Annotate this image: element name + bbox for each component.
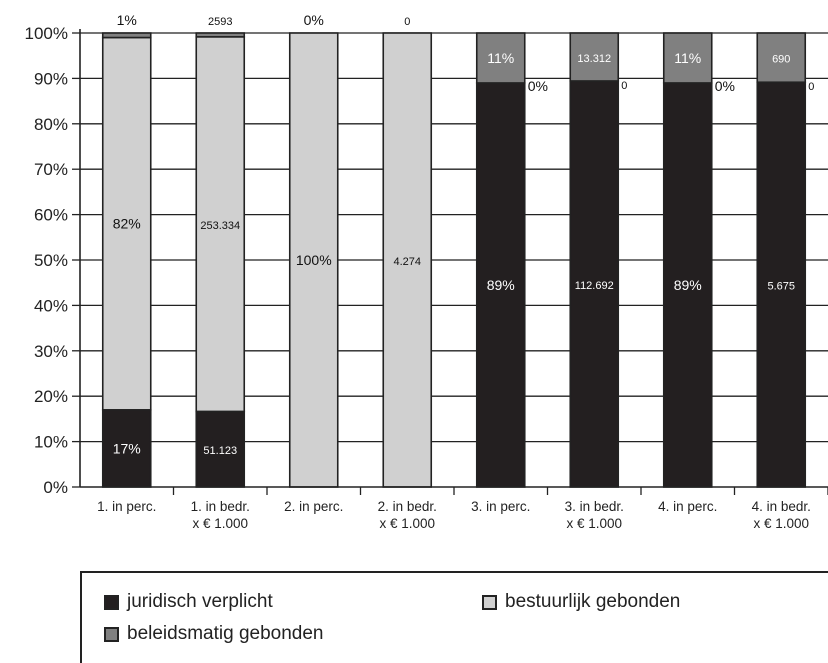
axes: [79, 29, 828, 495]
x-tick-label: 4. in perc.: [658, 499, 717, 514]
bar-segment: [756, 32, 807, 84]
legend-label-beleidsmatig: beleidsmatig gebonden: [127, 623, 324, 644]
bar-label: 690: [772, 54, 790, 66]
bar-label: 0%: [304, 12, 324, 28]
y-tick-label: 50%: [34, 251, 68, 270]
bar-segment: [756, 81, 807, 488]
x-axis-labels: 1. in perc. 1. in bedr. x € 1.000 2. in per…: [97, 499, 811, 531]
bar-segment: [195, 32, 246, 38]
y-tick-label: 0%: [43, 478, 68, 497]
y-tick-label: 20%: [34, 387, 68, 406]
legend-item-juridisch: juridisch verplicht: [104, 591, 273, 613]
legend: juridisch verplicht bestuurlijk gebonden…: [80, 571, 828, 663]
legend-label-bestuurlijk: bestuurlijk gebonden: [505, 591, 681, 612]
x-tick-label: 3. in bedr.: [565, 499, 624, 514]
legend-item-bestuurlijk: bestuurlijk gebonden: [482, 591, 680, 613]
y-tick-label: 60%: [34, 206, 68, 225]
y-tick-label: 10%: [34, 433, 68, 452]
x-tick-label: 2. in bedr.: [378, 499, 437, 514]
bar-label: 17%: [113, 440, 141, 456]
x-tick-label: x € 1.000: [566, 516, 622, 531]
stacked-bar-chart: 0% 10% 20% 30% 40% 50% 60% 70% 80% 90% 100% 1. in …: [25, 12, 828, 531]
bar-label: 13.312: [577, 53, 611, 65]
bar-label: 0%: [715, 78, 735, 94]
bar-label: 5.675: [767, 281, 795, 293]
bar-label: 89%: [487, 277, 515, 293]
legend-swatch-beleidsmatig: [104, 626, 119, 642]
gridlines: [80, 32, 828, 443]
x-tick-label: x € 1.000: [753, 516, 809, 531]
bar-label: 2593: [208, 16, 232, 28]
bar-label: 82%: [113, 216, 141, 232]
x-tick-label: 3. in perc.: [471, 499, 530, 514]
bar-segment: [662, 82, 713, 488]
y-tick-label: 70%: [34, 160, 68, 179]
bar-label: 11%: [674, 50, 701, 66]
x-tick-label: 1. in perc.: [97, 499, 156, 514]
y-tick-label: 90%: [34, 69, 68, 88]
bar-label: 0: [404, 16, 410, 28]
x-tick-label: 1. in bedr.: [191, 499, 250, 514]
bars: [101, 32, 807, 488]
bar-segment: [662, 32, 713, 84]
legend-swatch-bestuurlijk: [482, 594, 497, 610]
bar-label: 11%: [487, 50, 514, 66]
x-tick-label: x € 1.000: [192, 516, 248, 531]
bar-label: 253.334: [200, 220, 240, 232]
bar-segment: [101, 32, 152, 39]
legend-swatch-juridisch: [104, 594, 119, 610]
bar-segment: [475, 32, 526, 84]
bar-label: 51.123: [203, 445, 237, 457]
y-tick-label: 100%: [25, 24, 68, 43]
bar-labels: 17% 82% 1% 51.123 253.334 2593 100% 0% 4.274 0 89%…: [113, 12, 815, 457]
bar-segment: [569, 32, 620, 82]
bar-segment: [101, 36, 152, 411]
bar-label: 4.274: [393, 256, 421, 268]
bar-label: 0: [808, 81, 814, 93]
bar-label: 0%: [528, 78, 548, 94]
bar-label: 89%: [674, 277, 702, 293]
bar-label: 1%: [117, 12, 137, 28]
bar-segment: [382, 32, 433, 488]
bar-segment: [288, 32, 339, 488]
bar-segment: [195, 36, 246, 413]
x-tick-label: x € 1.000: [379, 516, 435, 531]
x-tick-label: 2. in perc.: [284, 499, 343, 514]
bar-label: 100%: [296, 252, 332, 268]
bar-label: 112.692: [575, 280, 614, 292]
legend-item-beleidsmatig: beleidsmatig gebonden: [104, 623, 324, 645]
y-axis-ticks: 0% 10% 20% 30% 40% 50% 60% 70% 80% 90% 100%: [25, 24, 80, 497]
x-tick-label: 4. in bedr.: [752, 499, 811, 514]
legend-label-juridisch: juridisch verplicht: [127, 591, 273, 612]
bar-segment: [475, 82, 526, 488]
y-tick-label: 30%: [34, 342, 68, 361]
bar-label: 0: [621, 80, 627, 92]
y-tick-label: 80%: [34, 115, 68, 134]
y-tick-label: 40%: [34, 296, 68, 315]
